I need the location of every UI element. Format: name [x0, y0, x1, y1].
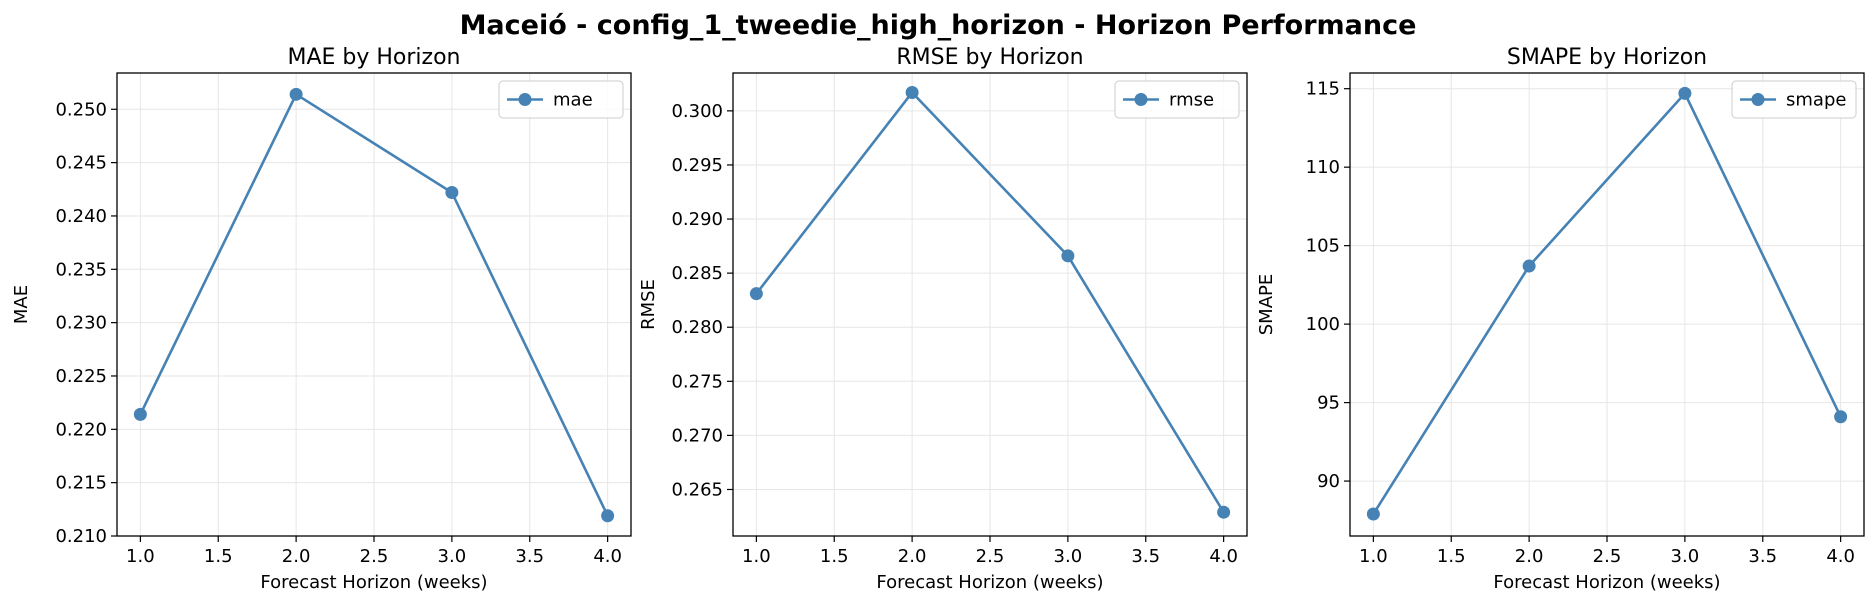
data-point — [1678, 86, 1692, 100]
y-tick-label: 105 — [1306, 236, 1340, 257]
legend: rmse — [1114, 80, 1240, 119]
data-point — [1061, 249, 1075, 263]
y-tick-label: 0.290 — [671, 209, 723, 230]
x-axis-label: Forecast Horizon (weeks) — [1493, 572, 1720, 593]
y-tick-label: 110 — [1306, 157, 1340, 178]
y-tick-label: 95 — [1317, 393, 1340, 414]
axes-frame — [1349, 72, 1865, 537]
subplot-2: 1.0 1.5 2.0 2.5 3.0 3.5 4.0 0.265 0.270 0.275 0.28… — [638, 45, 1248, 593]
y-tick-label: 0.210 — [55, 526, 107, 547]
data-point — [1217, 505, 1231, 519]
figure-title: Maceió - config_1_tweedie_high_horizon -… — [459, 10, 1417, 41]
x-tick-label: 3.5 — [1748, 546, 1777, 567]
x-tick-label: 2.0 — [1515, 546, 1544, 567]
y-tick-label: 0.225 — [55, 366, 107, 387]
legend-label: smape — [1786, 90, 1846, 111]
x-tick-label: 3.0 — [1054, 546, 1083, 567]
subplot-1: 1.0 1.5 2.0 2.5 3.0 3.5 4.0 0.210 0.215 0.220 0.22… — [11, 45, 632, 593]
y-tick-label: 115 — [1306, 79, 1340, 100]
series-line-mae — [139, 92, 609, 517]
legend-box — [1731, 80, 1857, 119]
legend-box — [1114, 80, 1240, 119]
y-axis-label: MAE — [11, 285, 32, 324]
y-axis-label: RMSE — [638, 279, 659, 330]
x-axis-label: Forecast Horizon (weeks) — [876, 572, 1103, 593]
y-tick-label: 0.300 — [671, 101, 723, 122]
y-tick-label: 0.295 — [671, 155, 723, 176]
y-tick-label: 90 — [1317, 471, 1340, 492]
x-axis-label: Forecast Horizon (weeks) — [260, 572, 487, 593]
x-tick-label: 1.5 — [1437, 546, 1466, 567]
x-tick-label: 4.0 — [1209, 546, 1238, 567]
subplot-title: MAE by Horizon — [287, 45, 460, 70]
y-tick-label: 0.220 — [55, 419, 107, 440]
data-point — [749, 287, 763, 301]
y-tick-label: 0.250 — [55, 99, 107, 120]
x-tick-label: 4.0 — [1826, 546, 1855, 567]
subplot-3: 1.0 1.5 2.0 2.5 3.0 3.5 4.0 90 95 100 105 110 115 SMA… — [1256, 45, 1865, 593]
data-point — [133, 407, 147, 421]
y-tick-label: 0.285 — [671, 263, 723, 284]
legend-label: rmse — [1169, 90, 1214, 111]
x-tick-label: 1.5 — [204, 546, 233, 567]
data-point — [445, 185, 459, 199]
y-tick-label: 0.270 — [671, 425, 723, 446]
x-tick-label: 1.5 — [820, 546, 849, 567]
subplot-title: SMAPE by Horizon — [1507, 45, 1707, 70]
y-tick-label: 0.215 — [55, 473, 107, 494]
data-point — [289, 87, 303, 101]
subplot-title: RMSE by Horizon — [896, 45, 1083, 70]
y-tick-label: 0.265 — [671, 479, 723, 500]
axes-frame — [732, 72, 1248, 537]
data-point — [1366, 507, 1380, 521]
x-tick-label: 3.0 — [438, 546, 467, 567]
x-tick-label: 2.5 — [976, 546, 1005, 567]
x-tick-label: 2.0 — [282, 546, 311, 567]
legend: smape — [1731, 80, 1857, 119]
data-point — [905, 85, 919, 99]
x-tick-label: 1.0 — [1359, 546, 1388, 567]
x-tick-label: 1.0 — [742, 546, 771, 567]
legend-marker — [1751, 93, 1765, 106]
x-tick-label: 3.0 — [1671, 546, 1700, 567]
legend-marker — [518, 93, 532, 106]
x-tick-label: 2.5 — [360, 546, 389, 567]
y-axis-label: SMAPE — [1256, 274, 1277, 336]
legend-box — [498, 80, 624, 119]
legend-marker — [1134, 93, 1148, 106]
y-tick-label: 0.280 — [671, 317, 723, 338]
y-tick-label: 0.230 — [55, 313, 107, 334]
y-tick-label: 0.245 — [55, 153, 107, 174]
axes-frame — [116, 72, 632, 537]
series-line-rmse — [755, 90, 1225, 513]
legend: mae — [498, 80, 624, 119]
legend-label: mae — [553, 90, 593, 111]
x-tick-label: 3.5 — [1131, 546, 1160, 567]
y-tick-label: 0.275 — [671, 371, 723, 392]
y-tick-label: 0.235 — [55, 259, 107, 280]
x-tick-label: 2.5 — [1593, 546, 1622, 567]
x-tick-label: 2.0 — [898, 546, 927, 567]
data-point — [601, 509, 615, 523]
series-line-smape — [1372, 91, 1842, 515]
y-tick-label: 100 — [1306, 314, 1340, 335]
x-tick-label: 3.5 — [515, 546, 544, 567]
data-point — [1522, 259, 1536, 273]
x-tick-label: 4.0 — [593, 546, 622, 567]
x-tick-label: 1.0 — [126, 546, 155, 567]
data-point — [1834, 410, 1848, 424]
y-tick-label: 0.240 — [55, 206, 107, 227]
